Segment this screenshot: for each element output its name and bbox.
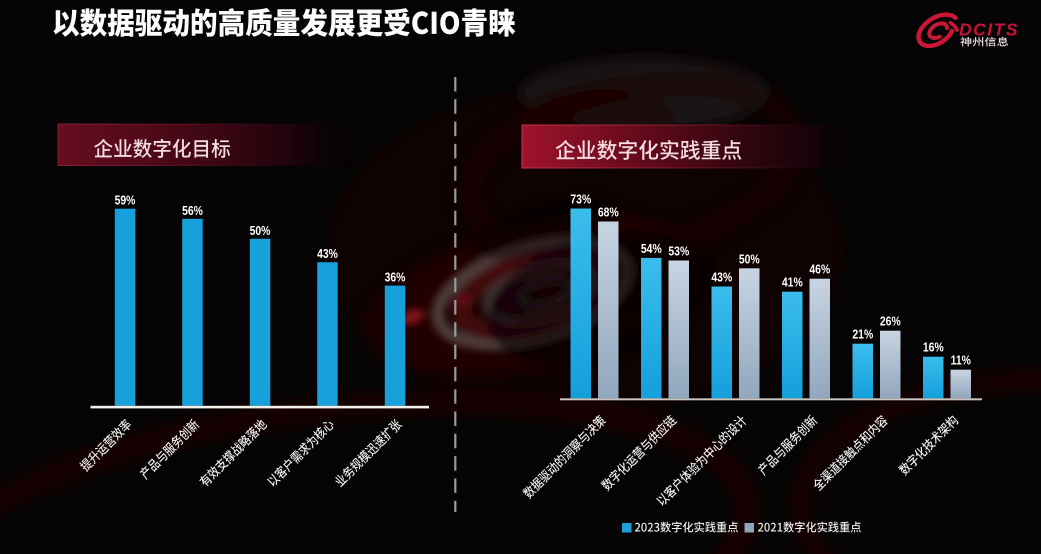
svg-text:73%: 73% xyxy=(570,192,591,206)
svg-text:26%: 26% xyxy=(880,315,901,329)
svg-text:43%: 43% xyxy=(711,270,732,284)
svg-text:11%: 11% xyxy=(951,354,972,368)
svg-text:16%: 16% xyxy=(923,341,944,355)
svg-text:50%: 50% xyxy=(739,252,760,266)
svg-text:21%: 21% xyxy=(852,328,873,342)
svg-text:53%: 53% xyxy=(668,244,689,258)
svg-text:43%: 43% xyxy=(317,247,338,261)
svg-text:46%: 46% xyxy=(809,263,830,277)
svg-text:41%: 41% xyxy=(782,276,803,290)
svg-text:50%: 50% xyxy=(250,224,271,238)
svg-text:DCITS: DCITS xyxy=(959,20,1019,40)
svg-text:36%: 36% xyxy=(385,271,406,285)
svg-text:68%: 68% xyxy=(598,205,619,219)
svg-text:56%: 56% xyxy=(182,204,203,218)
svg-text:59%: 59% xyxy=(115,194,136,208)
svg-text:54%: 54% xyxy=(641,242,662,256)
